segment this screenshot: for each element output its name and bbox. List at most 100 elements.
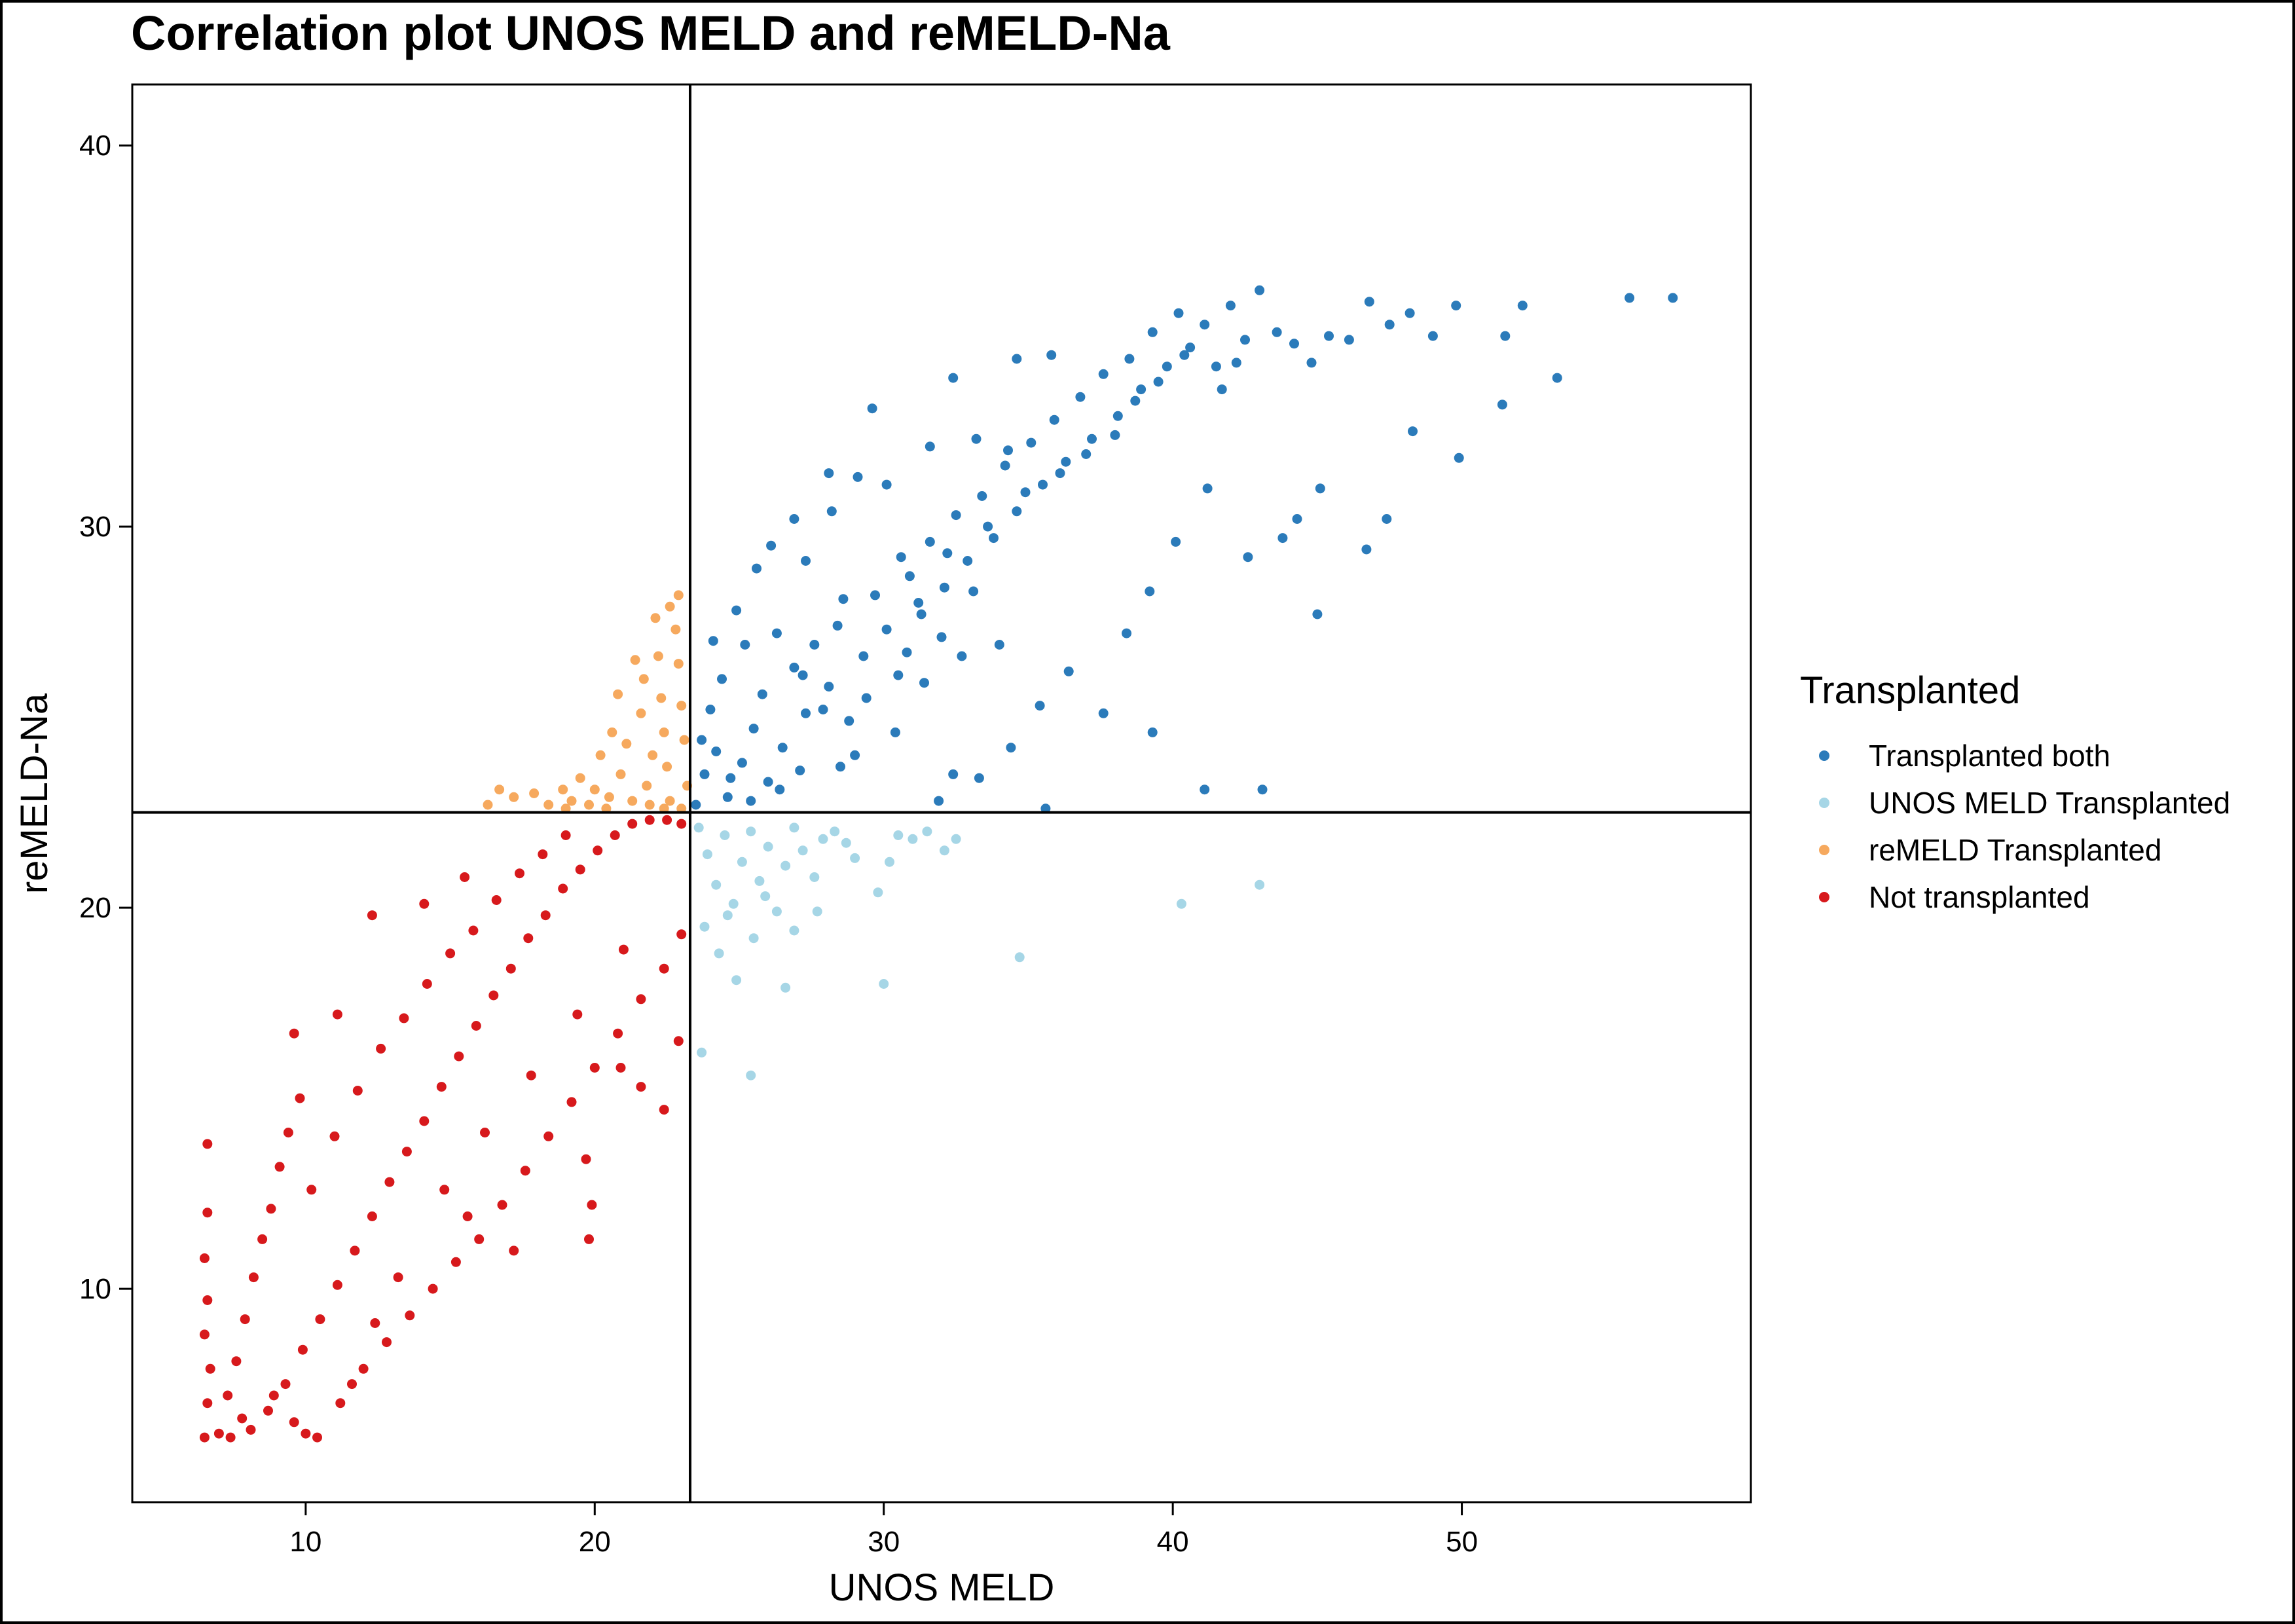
- point-remeld-transplanted-15: [630, 655, 640, 665]
- point-transplanted-both-67: [1408, 426, 1418, 437]
- point-unos-meld-transplanted-28: [748, 933, 759, 944]
- point-unos-meld-transplanted-3: [720, 830, 730, 840]
- x-tick-label-10: 10: [289, 1526, 321, 1558]
- point-transplanted-both-100: [1003, 445, 1013, 456]
- point-not-transplanted-20: [263, 1405, 273, 1416]
- point-transplanted-both-46: [1211, 361, 1221, 372]
- point-transplanted-both-84: [934, 796, 944, 806]
- point-unos-meld-transplanted-23: [939, 845, 949, 856]
- point-remeld-transplanted-5: [673, 590, 684, 600]
- point-remeld-transplanted-17: [621, 739, 632, 749]
- point-remeld-transplanted-28: [529, 788, 540, 798]
- point-unos-meld-transplanted-29: [697, 1047, 707, 1058]
- point-transplanted-both-93: [789, 514, 799, 524]
- point-not-transplanted-65: [382, 1337, 392, 1348]
- point-unos-meld-transplanted-7: [754, 876, 765, 886]
- point-not-transplanted-87: [462, 1211, 473, 1221]
- point-transplanted-both-28: [989, 533, 999, 544]
- point-not-transplanted-40: [610, 830, 620, 840]
- point-transplanted-both-47: [1225, 301, 1236, 311]
- point-transplanted-both-58: [1427, 331, 1438, 341]
- point-transplanted-both-77: [1145, 586, 1155, 597]
- point-transplanted-both-50: [1272, 327, 1282, 337]
- point-transplanted-both-118: [957, 651, 967, 661]
- point-not-transplanted-90: [301, 1428, 311, 1439]
- point-transplanted-both-18: [870, 590, 880, 600]
- point-transplanted-both-20: [893, 670, 904, 680]
- point-transplanted-both-136: [1153, 377, 1164, 387]
- point-not-transplanted-98: [572, 1009, 583, 1020]
- point-not-transplanted-2: [205, 1363, 215, 1374]
- point-transplanted-both-63: [1625, 293, 1635, 303]
- point-transplanted-both-95: [826, 506, 837, 517]
- point-transplanted-both-90: [731, 605, 742, 616]
- point-transplanted-both-43: [1173, 308, 1184, 318]
- legend-key-not-transplanted: [1819, 892, 1829, 902]
- y-tick-label-10: 10: [79, 1273, 111, 1305]
- point-transplanted-both-32: [1038, 479, 1048, 490]
- point-transplanted-both-7: [748, 724, 759, 734]
- point-not-transplanted-8: [213, 1428, 224, 1439]
- point-not-transplanted-33: [488, 990, 499, 1001]
- data-points: [199, 285, 1678, 1443]
- point-not-transplanted-53: [491, 895, 502, 905]
- point-not-transplanted-54: [515, 868, 524, 879]
- point-transplanted-both-102: [1046, 350, 1057, 360]
- point-remeld-transplanted-7: [662, 762, 672, 772]
- point-transplanted-both-39: [1124, 354, 1135, 364]
- point-not-transplanted-96: [480, 1128, 490, 1137]
- point-unos-meld-transplanted-5: [737, 857, 747, 867]
- point-not-transplanted-41: [627, 819, 638, 829]
- point-transplanted-both-57: [1405, 308, 1415, 318]
- point-transplanted-both-105: [824, 468, 834, 479]
- point-remeld-transplanted-39: [676, 803, 687, 814]
- point-remeld-transplanted-32: [638, 674, 649, 684]
- point-not-transplanted-22: [297, 1344, 308, 1355]
- point-transplanted-both-56: [1384, 320, 1395, 330]
- point-transplanted-both-51: [1289, 339, 1299, 349]
- point-unos-meld-transplanted-24: [951, 834, 961, 844]
- point-not-transplanted-16: [283, 1128, 293, 1137]
- point-transplanted-both-83: [948, 769, 959, 779]
- point-transplanted-both-12: [801, 708, 811, 718]
- point-not-transplanted-62: [312, 1432, 322, 1443]
- point-not-transplanted-79: [673, 1036, 684, 1046]
- point-transplanted-both-45: [1200, 320, 1210, 330]
- point-remeld-transplanted-27: [543, 800, 554, 810]
- point-not-transplanted-26: [367, 1211, 377, 1221]
- point-not-transplanted-68: [450, 1257, 461, 1267]
- point-transplanted-both-135: [1130, 396, 1141, 406]
- point-not-transplanted-36: [540, 910, 551, 921]
- point-not-transplanted-63: [335, 1398, 346, 1409]
- point-transplanted-both-41: [1147, 327, 1158, 337]
- point-transplanted-both-79: [1063, 666, 1074, 676]
- point-not-transplanted-88: [370, 1318, 380, 1328]
- point-transplanted-both-126: [861, 693, 872, 703]
- point-transplanted-both-19: [881, 624, 892, 635]
- point-unos-meld-transplanted-9: [771, 906, 782, 917]
- point-not-transplanted-70: [497, 1200, 507, 1210]
- point-remeld-transplanted-16: [627, 796, 638, 806]
- point-transplanted-both-76: [1171, 536, 1181, 547]
- point-transplanted-both-9: [757, 689, 767, 699]
- point-not-transplanted-67: [428, 1283, 438, 1294]
- point-not-transplanted-85: [581, 1154, 591, 1164]
- point-remeld-transplanted-29: [509, 792, 519, 802]
- point-transplanted-both-88: [1040, 803, 1051, 814]
- point-not-transplanted-56: [560, 830, 571, 840]
- point-transplanted-both-115: [850, 750, 860, 760]
- point-transplanted-both-78: [1122, 628, 1131, 638]
- point-not-transplanted-18: [225, 1432, 236, 1443]
- point-remeld-transplanted-31: [483, 800, 493, 810]
- point-not-transplanted-31: [454, 1051, 464, 1061]
- point-remeld-transplanted-21: [595, 750, 606, 760]
- point-not-transplanted-12: [248, 1272, 259, 1283]
- point-remeld-transplanted-4: [670, 624, 681, 635]
- point-transplanted-both-119: [708, 636, 718, 646]
- point-not-transplanted-28: [401, 1147, 412, 1157]
- point-remeld-transplanted-8: [659, 727, 669, 737]
- point-transplanted-both-86: [1147, 727, 1158, 737]
- point-transplanted-both-137: [1179, 350, 1190, 360]
- legend: Transplanted Transplanted both UNOS MELD …: [1800, 669, 2230, 914]
